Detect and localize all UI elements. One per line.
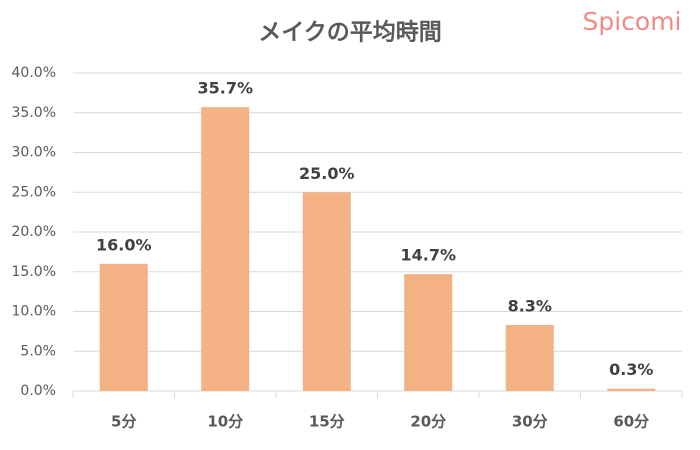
bar — [302, 192, 351, 391]
watermark: Spicomi — [582, 7, 681, 36]
data-label: 8.3% — [508, 297, 552, 316]
y-tick-label: 15.0% — [12, 264, 56, 280]
x-tick-label: 5分 — [111, 413, 136, 431]
y-tick-label: 30.0% — [12, 145, 56, 161]
x-tick-label: 20分 — [410, 413, 446, 431]
data-label: 16.0% — [96, 235, 152, 254]
bar — [404, 274, 453, 391]
y-tick-label: 10.0% — [12, 304, 56, 320]
data-label: 25.0% — [299, 164, 355, 183]
y-tick-label: 0.0% — [20, 383, 56, 399]
y-tick-label: 35.0% — [12, 105, 56, 121]
y-tick-label: 20.0% — [12, 224, 56, 240]
bar — [607, 388, 656, 391]
y-tick-label: 25.0% — [12, 184, 56, 200]
bar — [201, 107, 250, 391]
bar — [505, 325, 554, 391]
x-tick-label: 30分 — [512, 413, 548, 431]
data-label: 14.7% — [400, 246, 456, 265]
x-tick-label: 15分 — [309, 413, 345, 431]
bar — [99, 263, 148, 391]
y-tick-label: 40.0% — [12, 65, 56, 81]
chart-title: メイクの平均時間 — [258, 19, 442, 46]
data-label: 0.3% — [609, 360, 653, 379]
data-label: 35.7% — [197, 79, 253, 98]
x-tick-label: 10分 — [207, 413, 243, 431]
y-tick-label: 5.0% — [20, 343, 56, 359]
x-tick-label: 60分 — [613, 413, 649, 431]
